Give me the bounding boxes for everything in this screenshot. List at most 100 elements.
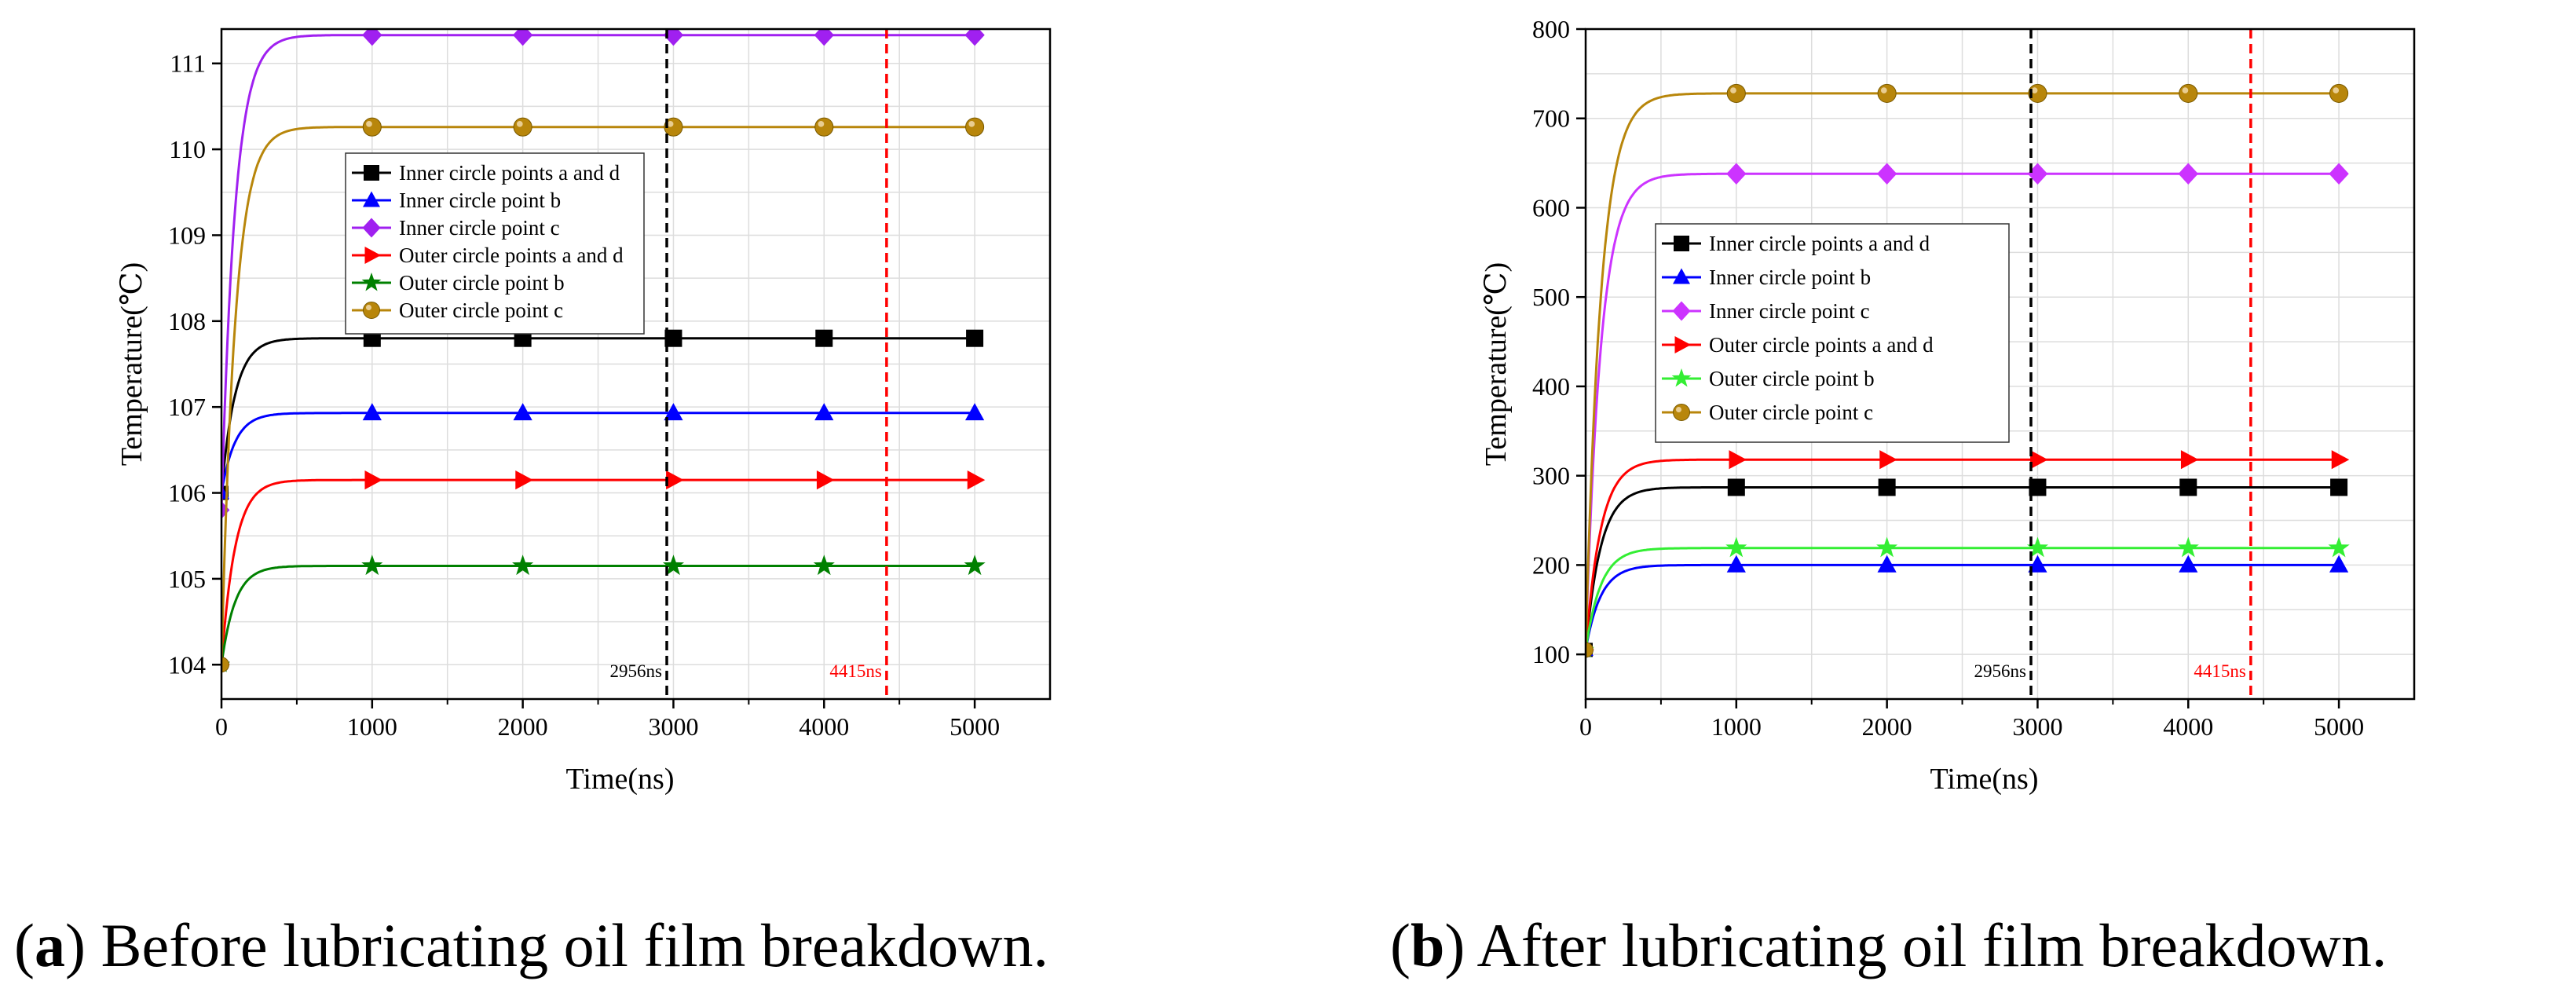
chart-b-series-6-marker [1877, 83, 1897, 103]
chart-b-caption: (b) After lubricating oil film breakdown… [1390, 911, 2387, 979]
chart-a-x-tick-label: 1000 [347, 712, 397, 741]
chart-a-series-6-marker [362, 117, 382, 137]
chart-b-x-axis: 0 1000 2000 3000 4000 5000 [1579, 699, 2364, 741]
chart-a-series-line-2 [221, 412, 975, 493]
chart-a-series-2-marker [664, 403, 683, 421]
chart-b-legend-label: Outer circle points a and d [1709, 333, 1934, 357]
chart-b-y-axis: 100 200 300 400 500 600 700 800 [1532, 15, 1586, 668]
chart-b-y-axis-title: Temperature(℃) [1480, 262, 1513, 466]
chart-b-legend-label: Inner circle points a and d [1709, 232, 1930, 255]
chart-b-series-1-marker [2179, 478, 2197, 496]
chart-a-series-6-marker-highlight [516, 120, 523, 127]
chart-b-legend-swatch-marker-highlight [1676, 407, 1681, 412]
chart-b-series-6-marker [2179, 83, 2198, 103]
chart-a-series-2-marker [964, 403, 985, 421]
chart-a-series-line-1 [221, 337, 975, 493]
chart-b-y-tick-label: 700 [1532, 104, 1570, 133]
chart-a-y-tick-label: 104 [168, 650, 206, 679]
chart-b-x-tick-label: 4000 [2163, 712, 2213, 741]
chart-b-legend-swatch-marker [1673, 268, 1690, 284]
chart-b-series-line-1 [1586, 486, 2340, 650]
chart-a-series-2-marker [513, 403, 532, 421]
chart-a-series-6-marker-highlight [366, 120, 372, 127]
chart-a-series-5-marker [813, 555, 835, 576]
chart-a-y-tick-label: 108 [168, 307, 206, 335]
chart-b-series-line-3 [1586, 172, 2340, 650]
chart-b-series-line-2 [1586, 563, 2340, 650]
chart-a-plot-frame [220, 27, 1052, 701]
chart-b-series-2-marker [1877, 555, 1897, 573]
chart-a-y-tick-label: 109 [168, 221, 206, 249]
chart-b-series-1-marker [2029, 478, 2047, 496]
chart-a-series-1-marker [966, 329, 984, 347]
chart-a-series-6-marker [814, 117, 834, 137]
chart-a-series-5-marker [512, 555, 534, 576]
chart-b-series-6-marker-highlight [2031, 87, 2038, 93]
chart-a-series-3-marker [362, 29, 382, 46]
chart-b-series-line-4 [1586, 458, 2340, 650]
chart-a-series-6-marker [513, 117, 532, 137]
chart-b-plot: 2956ns 4415ns [1586, 29, 2350, 699]
chart-a-x-tick-label: 2000 [498, 712, 548, 741]
chart-a-y-tick-label: 105 [168, 565, 206, 593]
chart-b-series-3-marker [2027, 163, 2048, 185]
chart-a-legend-swatch-marker-highlight [366, 305, 371, 310]
chart-b-y-tick-label: 400 [1532, 372, 1570, 401]
chart-b-legend-swatch-marker [1672, 301, 1691, 321]
chart-b-vline-label-4415: 4415ns [2194, 661, 2246, 681]
chart-a-series-5-marker [662, 555, 685, 576]
chart-b-series-6-marker-highlight [2182, 87, 2189, 93]
chart-b-series-6-marker-highlight [2333, 87, 2340, 93]
chart-b-series-4-marker [2030, 450, 2048, 470]
chart-a-legend: Inner circle points a and d Inner circle … [345, 152, 645, 335]
chart-a-legend-swatch-marker [363, 302, 380, 319]
chart-b-series-4-marker [1879, 450, 1897, 470]
chart-a-series-3-marker [814, 29, 834, 46]
chart-a-y-tick-label: 110 [169, 135, 206, 163]
chart-a-legend-swatch-marker [363, 191, 380, 207]
chart-b-legend-swatch-marker [1673, 404, 1690, 421]
chart-a-y-axis-title: Temperature(℃) [115, 262, 148, 466]
chart-b-series-line-6 [1586, 92, 2340, 650]
chart-a-y-axis: 104 105 106 107 108 109 110 111 [168, 49, 221, 679]
chart-b-y-tick-label: 100 [1532, 640, 1570, 668]
chart-a-series-6-marker-highlight [667, 120, 674, 127]
chart-a-series-line-4 [221, 478, 975, 665]
chart-b-series-5-marker [2026, 536, 2049, 558]
chart-panel-b: 2956ns 4415ns 0 1000 2000 3000 4000 5000 100 20… [1390, 15, 2416, 979]
chart-b-y-tick-label: 800 [1532, 15, 1570, 43]
chart-a-series-6-marker [965, 117, 985, 137]
chart-b-plot-frame [1584, 27, 2416, 701]
chart-b-y-tick-label: 500 [1532, 283, 1570, 311]
chart-b-legend-box [1655, 223, 2010, 443]
chart-a-y-tick-label: 106 [168, 479, 206, 507]
chart-a-grid [221, 29, 1050, 699]
chart-a-x-axis-title: Time(ns) [566, 763, 675, 796]
chart-b-vline-label-2956: 2956ns [1974, 661, 2027, 681]
chart-b-x-tick-label: 2000 [1862, 712, 1912, 741]
chart-a-series-6-start-marker [221, 657, 229, 673]
chart-a-x-axis: 0 1000 2000 3000 4000 5000 [215, 699, 1000, 741]
chart-b-caption-text: ) After lubricating oil film breakdown. [1444, 911, 2387, 979]
chart-b-series-1-marker [1727, 478, 1745, 496]
chart-b-series-2-marker [2329, 555, 2349, 573]
chart-a-caption-text: ) Before lubricating oil film breakdown. [65, 911, 1048, 979]
chart-b-series-4-marker [2180, 450, 2199, 470]
chart-a-series-5-marker [361, 555, 383, 576]
chart-a-caption: (a) Before lubricating oil film breakdow… [14, 911, 1048, 979]
chart-a-series-line-6 [221, 126, 975, 665]
chart-b-series-2-marker [1726, 555, 1746, 573]
chart-a-series-line-5 [221, 565, 975, 665]
chart-a-series-4-marker [666, 470, 684, 490]
chart-a-series-3-marker [964, 29, 985, 46]
chart-a-legend-label: Outer circle point b [399, 271, 565, 295]
chart-a-legend-swatch-marker [362, 218, 381, 238]
chart-b-legend: Inner circle points a and d Inner circle … [1655, 223, 2010, 443]
chart-b-x-tick-label: 1000 [1711, 712, 1762, 741]
chart-a-x-tick-label: 0 [215, 712, 228, 741]
chart-a-vline-label-4415: 4415ns [829, 661, 882, 681]
chart-b-series-4-marker [2331, 450, 2350, 470]
chart-b-series-3-marker [2178, 163, 2198, 185]
chart-a-series-line-3 [221, 34, 975, 511]
